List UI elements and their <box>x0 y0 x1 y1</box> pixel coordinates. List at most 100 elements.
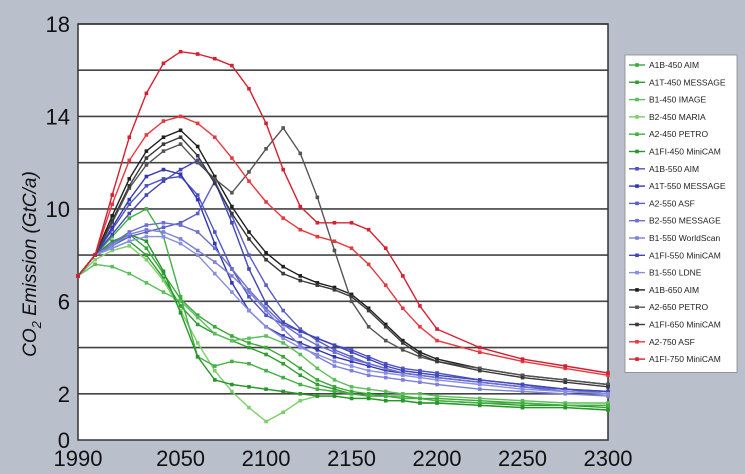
point-b1-550-ldne-2010 <box>110 246 114 250</box>
point-a2-750-asf-2070 <box>212 135 217 140</box>
point-b2-550-message-2190 <box>418 373 422 378</box>
legend-marker-a1t-550-message <box>635 184 639 188</box>
point-a2-750-asf-2080 <box>230 156 234 160</box>
point-a2-450-petro-2170 <box>383 394 388 398</box>
point-a1b-550-aim-2190 <box>418 368 422 373</box>
point-a1fi-650-minicam-2050 <box>178 135 183 140</box>
point-b1-450-image-2020 <box>127 271 132 276</box>
point-a2-650-petro-2275 <box>563 378 568 382</box>
point-a2-450-petro-2190 <box>418 396 422 401</box>
legend-label-a1b-450-aim: A1B-450 AIM <box>649 60 699 70</box>
point-b2-550-message-2200 <box>435 375 439 380</box>
y-axis-label: CO2 Emission (GtC/a) <box>20 171 44 357</box>
point-b2-450-maria-2020 <box>127 244 132 248</box>
point-a2-650-petro-2040 <box>161 149 166 153</box>
point-a1fi-550-minicam-2090 <box>247 267 251 271</box>
legend-label-a2-750-asf: A2-750 ASF <box>649 337 695 347</box>
point-a1t-550-message-2040 <box>161 167 166 172</box>
point-a2-750-asf-2250 <box>520 359 525 364</box>
point-b2-450-maria-2010 <box>110 248 114 253</box>
point-a1b-650-aim-2050 <box>178 128 183 133</box>
point-b1-450-image-2275 <box>563 401 568 405</box>
point-b1-550-worldscan-2190 <box>418 380 422 385</box>
point-a1fi-550-minicam-2060 <box>195 158 200 163</box>
point-a1b-650-aim-2120 <box>298 274 303 278</box>
y-tick-label-0: 0 <box>58 428 70 453</box>
point-a2-750-asf-2120 <box>298 227 303 232</box>
point-a1fi-550-minicam-2080 <box>230 220 234 225</box>
point-b1-550-ldne-2300 <box>606 391 610 396</box>
point-a1t-550-message-2130 <box>315 348 320 352</box>
series-line-a1b-550-aim <box>77 175 609 395</box>
legend-marker-a2-750-asf <box>635 340 639 344</box>
point-b2-450-maria-2070 <box>212 368 217 373</box>
point-a1b-650-aim-2110 <box>281 264 285 269</box>
point-a1fi-450-minicam-2100 <box>264 387 268 391</box>
point-a1b-450-aim-2160 <box>366 391 371 396</box>
point-b1-550-ldne-2020 <box>127 239 132 244</box>
point-a2-450-petro-2110 <box>281 375 285 380</box>
point-b1-450-image-2200 <box>435 394 439 398</box>
point-b1-550-ldne-2120 <box>298 345 303 350</box>
point-a1t-450-message-2060 <box>195 322 200 327</box>
point-b2-550-message-2160 <box>366 361 371 366</box>
point-a1fi-450-minicam-2070 <box>212 378 217 382</box>
point-b1-550-worldscan-2140 <box>332 364 337 368</box>
point-a2-650-petro-2120 <box>298 151 303 156</box>
point-b1-550-worldscan-2070 <box>212 260 217 264</box>
legend-item-a2-450-petro: A2-450 PETRO <box>629 129 708 139</box>
point-a1b-550-aim-2160 <box>366 355 371 359</box>
point-a1fi-550-minicam-2100 <box>264 301 268 306</box>
point-a2-650-petro-2030 <box>144 163 149 167</box>
point-a1fi-650-minicam-2010 <box>110 218 114 223</box>
point-a1fi-550-minicam-2110 <box>281 320 285 324</box>
plot-area <box>78 24 608 440</box>
point-a1fi-650-minicam-2180 <box>401 341 405 345</box>
point-a1fi-650-minicam-2110 <box>281 271 285 276</box>
point-b1-550-ldne-2130 <box>315 352 320 357</box>
point-a1b-550-aim-2050 <box>178 174 183 179</box>
plot-frame <box>77 23 609 441</box>
point-b1-550-worldscan-2080 <box>230 274 234 278</box>
point-a1t-550-message-2170 <box>383 368 388 373</box>
y-axis-label-part-1: CO <box>20 328 41 357</box>
point-a1b-550-aim-2180 <box>401 366 405 371</box>
point-a1t-450-message-2100 <box>264 352 268 357</box>
point-a2-750-asf-2030 <box>144 133 149 137</box>
point-a1fi-450-minicam-2050 <box>178 311 183 315</box>
point-a2-750-asf-2300 <box>606 373 610 378</box>
point-a1b-550-aim-2070 <box>212 230 217 234</box>
series-a2-450-petro <box>76 207 610 408</box>
point-a2-550-asf-2150 <box>349 355 354 359</box>
point-a1b-650-aim-2190 <box>418 350 422 354</box>
point-a2-650-petro-2190 <box>418 355 422 359</box>
point-a1t-550-message-2160 <box>366 364 371 368</box>
point-a1t-450-message-2030 <box>144 253 149 257</box>
point-b2-450-maria-2080 <box>230 389 234 394</box>
point-a1t-550-message-2070 <box>212 241 217 246</box>
point-a2-750-asf-2130 <box>315 234 320 239</box>
point-b1-550-worldscan-2060 <box>195 248 200 253</box>
point-a2-650-petro-2110 <box>281 126 285 130</box>
legend-item-b1-550-worldscan: B1-550 WorldScan <box>629 233 720 243</box>
point-a1fi-450-minicam-2140 <box>332 394 337 398</box>
point-a1fi-650-minicam-2060 <box>195 153 200 158</box>
point-a1b-450-aim-2090 <box>247 341 251 345</box>
point-b2-450-maria-2000 <box>93 257 97 262</box>
point-a1b-650-aim-2010 <box>110 214 114 218</box>
point-a1b-450-aim-2200 <box>435 396 439 401</box>
point-b2-550-message-2060 <box>195 230 200 234</box>
legend-item-a1b-650-aim: A1B-650 AIM <box>629 285 699 295</box>
series-b1-550-worldscan <box>76 227 610 398</box>
point-a2-550-asf-2040 <box>161 225 166 230</box>
point-b1-550-ldne-2110 <box>281 336 285 341</box>
point-a1fi-750-minicam-2150 <box>349 220 354 225</box>
point-a1fi-650-minicam-2275 <box>563 380 568 385</box>
point-a1fi-650-minicam-2080 <box>230 211 234 216</box>
point-b2-550-message-2170 <box>383 366 388 371</box>
point-a1b-450-aim-2060 <box>195 313 200 317</box>
point-a2-650-petro-2020 <box>127 186 132 190</box>
point-b2-550-message-2110 <box>281 322 285 327</box>
point-a1fi-650-minicam-2100 <box>264 257 268 262</box>
point-a1b-450-aim-2150 <box>349 389 354 394</box>
